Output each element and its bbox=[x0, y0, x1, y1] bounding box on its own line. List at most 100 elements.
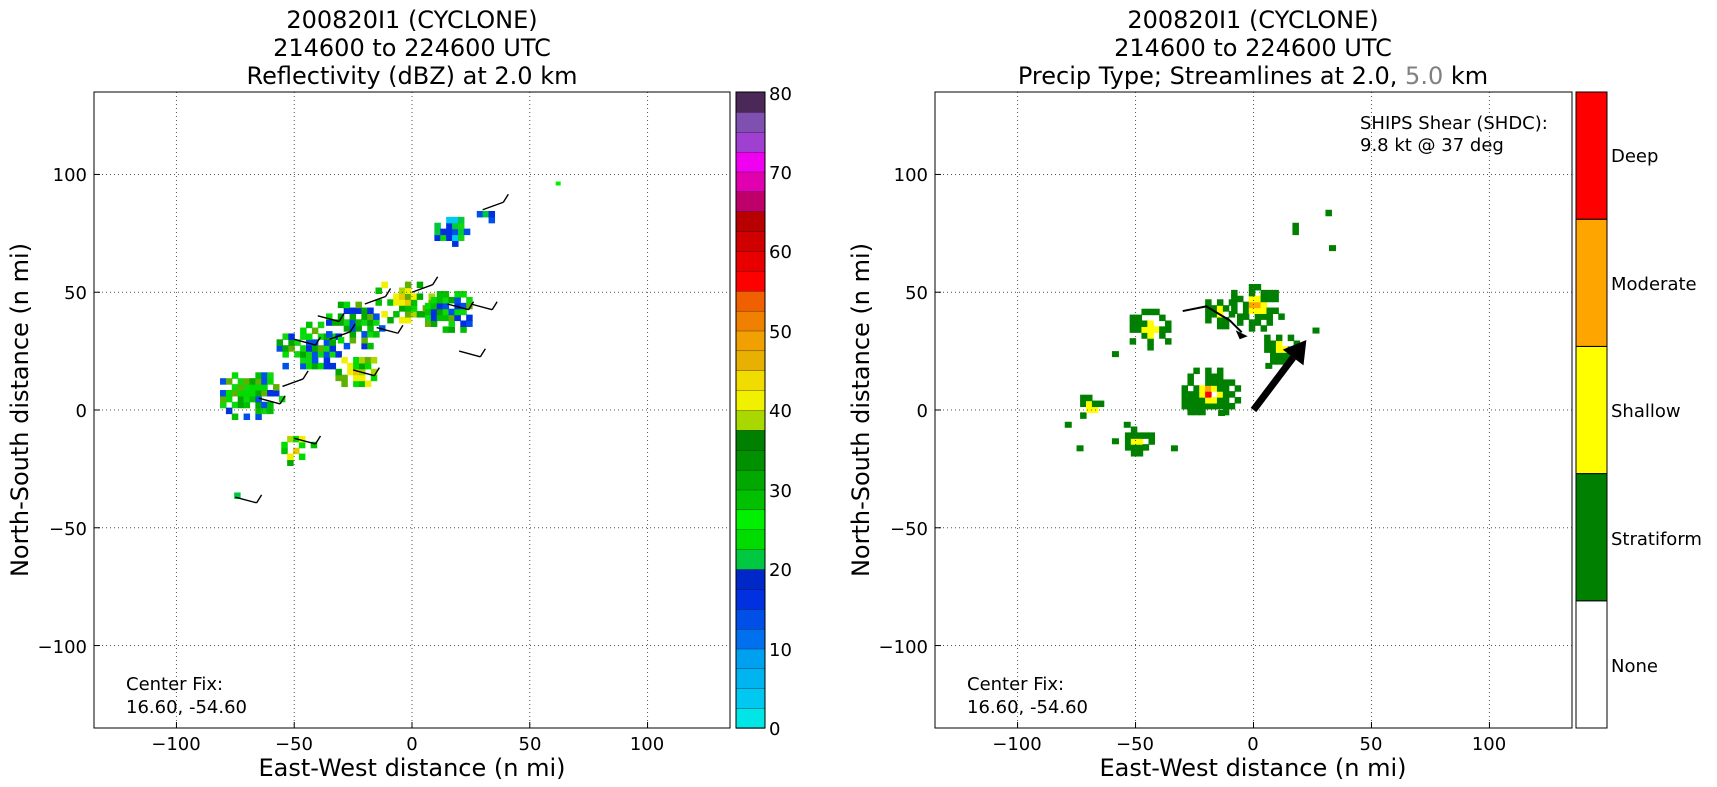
reflectivity-cell bbox=[370, 357, 378, 364]
reflectivity-cell bbox=[220, 389, 227, 397]
reflectivity-cell bbox=[261, 384, 268, 391]
reflectivity-cell bbox=[243, 413, 251, 421]
shear-arrowhead bbox=[1282, 339, 1307, 366]
reflectivity-cell bbox=[267, 372, 274, 379]
reflectivity-cell bbox=[381, 311, 388, 318]
precip-cell bbox=[1205, 391, 1212, 398]
reflectivity-cell bbox=[326, 331, 333, 338]
colorbar-swatch bbox=[735, 688, 766, 709]
precip-cell bbox=[1216, 367, 1224, 375]
reflectivity-cell bbox=[347, 362, 354, 370]
reflectivity-cell bbox=[452, 222, 459, 230]
colorbar-tick-label: 30 bbox=[769, 481, 792, 502]
reflectivity-cell bbox=[343, 325, 351, 332]
colorbar-swatch bbox=[735, 469, 766, 491]
reflectivity-cell bbox=[335, 374, 342, 382]
precip-cell bbox=[1064, 421, 1072, 428]
precip-cell bbox=[1248, 301, 1256, 309]
reflectivity-cell bbox=[343, 319, 351, 326]
center-fix-value: 16.60, -54.60 bbox=[967, 697, 1088, 718]
precip-cell bbox=[1234, 397, 1242, 404]
reflectivity-cell bbox=[243, 389, 251, 397]
reflectivity-cell bbox=[287, 435, 294, 443]
reflectivity-cell bbox=[293, 447, 300, 455]
reflectivity-cell bbox=[337, 336, 345, 344]
precip-cell bbox=[1205, 311, 1212, 318]
colorbar-swatch bbox=[735, 449, 766, 471]
y-tick-label: 100 bbox=[894, 165, 928, 186]
reflectivity-cell bbox=[311, 345, 319, 352]
reflectivity-cell bbox=[311, 351, 319, 358]
reflectivity-cell bbox=[448, 296, 455, 304]
precip-cell bbox=[1147, 332, 1154, 339]
reflectivity-x-axis-label: East-West distance (n mi) bbox=[258, 754, 565, 782]
precip-cell bbox=[1216, 397, 1224, 404]
reflectivity-cell bbox=[288, 339, 295, 346]
reflectivity-cell bbox=[281, 441, 288, 449]
precip-type-plot-area bbox=[1064, 209, 1336, 457]
reflectivity-cell bbox=[364, 380, 372, 388]
reflectivity-axis-ticks: −100 −50 0 50 100 100 50 0 −50 −100 bbox=[38, 165, 665, 755]
precip-cell bbox=[1231, 289, 1238, 297]
reflectivity-cell bbox=[349, 319, 357, 326]
reflectivity-cell bbox=[237, 401, 245, 409]
reflectivity-cell bbox=[261, 401, 268, 409]
reflectivity-cell bbox=[278, 395, 286, 403]
precip-cell bbox=[1205, 316, 1212, 324]
reflectivity-plot-area bbox=[220, 181, 561, 504]
wind-barb bbox=[458, 350, 481, 358]
category-label: Shallow bbox=[1611, 401, 1681, 422]
colorbar-swatch bbox=[735, 548, 766, 570]
precip-cell bbox=[1216, 322, 1224, 330]
reflectivity-cell bbox=[430, 320, 438, 327]
precip-cell bbox=[1130, 426, 1138, 433]
precip-cell bbox=[1264, 334, 1271, 342]
reflectivity-cell bbox=[323, 357, 331, 364]
wind-barb-flag bbox=[432, 276, 439, 286]
precip-cell bbox=[1260, 301, 1268, 309]
precip-cell bbox=[1216, 316, 1224, 324]
reflectivity-cell bbox=[359, 380, 366, 388]
precip-cell bbox=[1248, 295, 1256, 303]
precip-cell bbox=[1216, 373, 1224, 380]
colorbar-swatch bbox=[735, 588, 766, 610]
precip-cell bbox=[1199, 391, 1206, 398]
reflectivity-cell bbox=[341, 380, 348, 388]
precip-cell bbox=[1129, 326, 1137, 333]
reflectivity-cell bbox=[306, 339, 313, 346]
colorbar-swatch bbox=[735, 707, 766, 729]
reflectivity-cell bbox=[300, 327, 307, 335]
precip-cell bbox=[1275, 340, 1283, 347]
precip-cell bbox=[1228, 379, 1236, 386]
precip-cell bbox=[1141, 326, 1148, 333]
precip-cell bbox=[1193, 385, 1200, 392]
reflectivity-cell bbox=[273, 389, 280, 397]
reflectivity-cell bbox=[367, 342, 374, 350]
reflectivity-cell bbox=[488, 216, 496, 224]
precip-cell bbox=[1228, 311, 1236, 318]
wind-barb bbox=[282, 378, 304, 388]
reflectivity-cell bbox=[457, 234, 465, 241]
precip-cell bbox=[1211, 397, 1218, 404]
reflectivity-cell bbox=[231, 401, 239, 409]
reflectivity-cell bbox=[288, 345, 295, 352]
reflectivity-cell bbox=[430, 296, 438, 304]
reflectivity-cell bbox=[399, 299, 406, 306]
reflectivity-cell bbox=[476, 210, 484, 218]
reflectivity-cell bbox=[353, 357, 360, 364]
precip-cell bbox=[1135, 326, 1143, 333]
colorbar-tick-label: 60 bbox=[769, 242, 792, 263]
reflectivity-cell bbox=[359, 374, 366, 382]
precip-cell bbox=[1211, 402, 1218, 410]
x-tick-label: 50 bbox=[519, 734, 542, 755]
x-tick-label: 0 bbox=[406, 734, 417, 755]
reflectivity-cell bbox=[237, 384, 245, 391]
reflectivity-cell bbox=[353, 374, 360, 382]
reflectivity-cell bbox=[343, 342, 351, 350]
wind-barb bbox=[235, 496, 257, 504]
reflectivity-cell bbox=[442, 302, 450, 310]
reflectivity-cell bbox=[267, 378, 274, 385]
reflectivity-cell bbox=[353, 368, 360, 376]
colorbar-swatch bbox=[735, 111, 766, 133]
precip-cell bbox=[1234, 385, 1242, 392]
